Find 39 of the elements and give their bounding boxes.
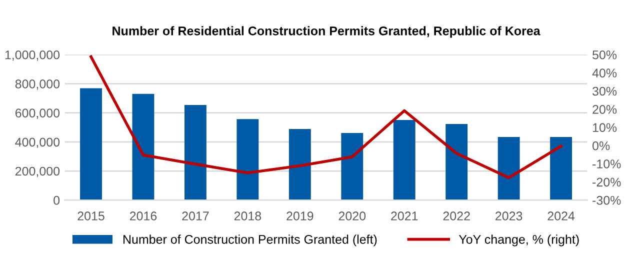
- y2-tick-label: -30%: [592, 196, 621, 205]
- legend-label: YoY change, % (right): [458, 234, 579, 246]
- bar: [132, 94, 154, 200]
- bar: [341, 133, 364, 200]
- y2-tick-label: -10%: [592, 160, 621, 168]
- y-tick-label: 0: [54, 196, 60, 205]
- y-tick-label: 200,000: [15, 166, 60, 178]
- x-tick-label: 2019: [286, 212, 314, 220]
- bar: [288, 128, 311, 200]
- y-tick-label: 600,000: [15, 108, 60, 119]
- y-tick-label: 1,000,000: [5, 50, 60, 61]
- y2-tick-label: -20%: [592, 178, 621, 187]
- x-tick-label: 2017: [182, 212, 209, 220]
- y2-tick-label: 40%: [592, 68, 617, 78]
- x-tick-label: 2016: [130, 212, 157, 220]
- y2-tick-label: 50%: [592, 50, 617, 60]
- bar: [236, 119, 259, 200]
- x-tick-label: 2023: [496, 212, 522, 220]
- bar: [550, 136, 572, 200]
- y-tick-label: 800,000: [15, 80, 60, 90]
- bar: [393, 120, 416, 200]
- y2-tick-label: 30%: [592, 86, 617, 96]
- x-tick-label: 2024: [548, 212, 575, 220]
- chart-title: Number of Residential Construction Permits Granted, Republic of Korea: [112, 26, 540, 38]
- legend-label: Number of Construction Permits Granted (left): [124, 234, 377, 246]
- y-tick-label: 400,000: [15, 138, 60, 148]
- x-tick-label: 2020: [338, 212, 366, 220]
- bar: [184, 104, 206, 200]
- line-series: [90, 55, 562, 180]
- bar: [446, 124, 468, 200]
- x-tick-label: 2018: [234, 212, 262, 220]
- x-tick-label: 2021: [391, 212, 418, 220]
- x-tick-label: 2015: [78, 212, 104, 220]
- bar: [80, 88, 102, 200]
- bar: [498, 136, 520, 200]
- y2-tick-label: 10%: [592, 123, 617, 132]
- y2-tick-label: 0%: [592, 141, 610, 150]
- x-tick-label: 2022: [443, 212, 470, 220]
- y2-tick-label: 20%: [592, 105, 617, 114]
